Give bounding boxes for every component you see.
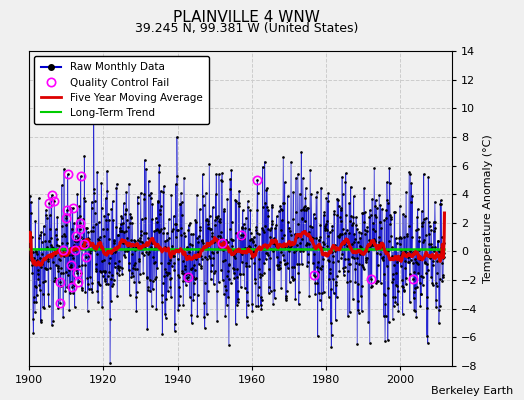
Text: PLAINVILLE 4 WNW: PLAINVILLE 4 WNW	[173, 10, 320, 25]
Y-axis label: Temperature Anomaly (°C): Temperature Anomaly (°C)	[483, 134, 493, 283]
Legend: Raw Monthly Data, Quality Control Fail, Five Year Moving Average, Long-Term Tren: Raw Monthly Data, Quality Control Fail, …	[34, 56, 209, 124]
Text: 39.245 N, 99.381 W (United States): 39.245 N, 99.381 W (United States)	[135, 22, 358, 35]
Text: Berkeley Earth: Berkeley Earth	[431, 386, 514, 396]
